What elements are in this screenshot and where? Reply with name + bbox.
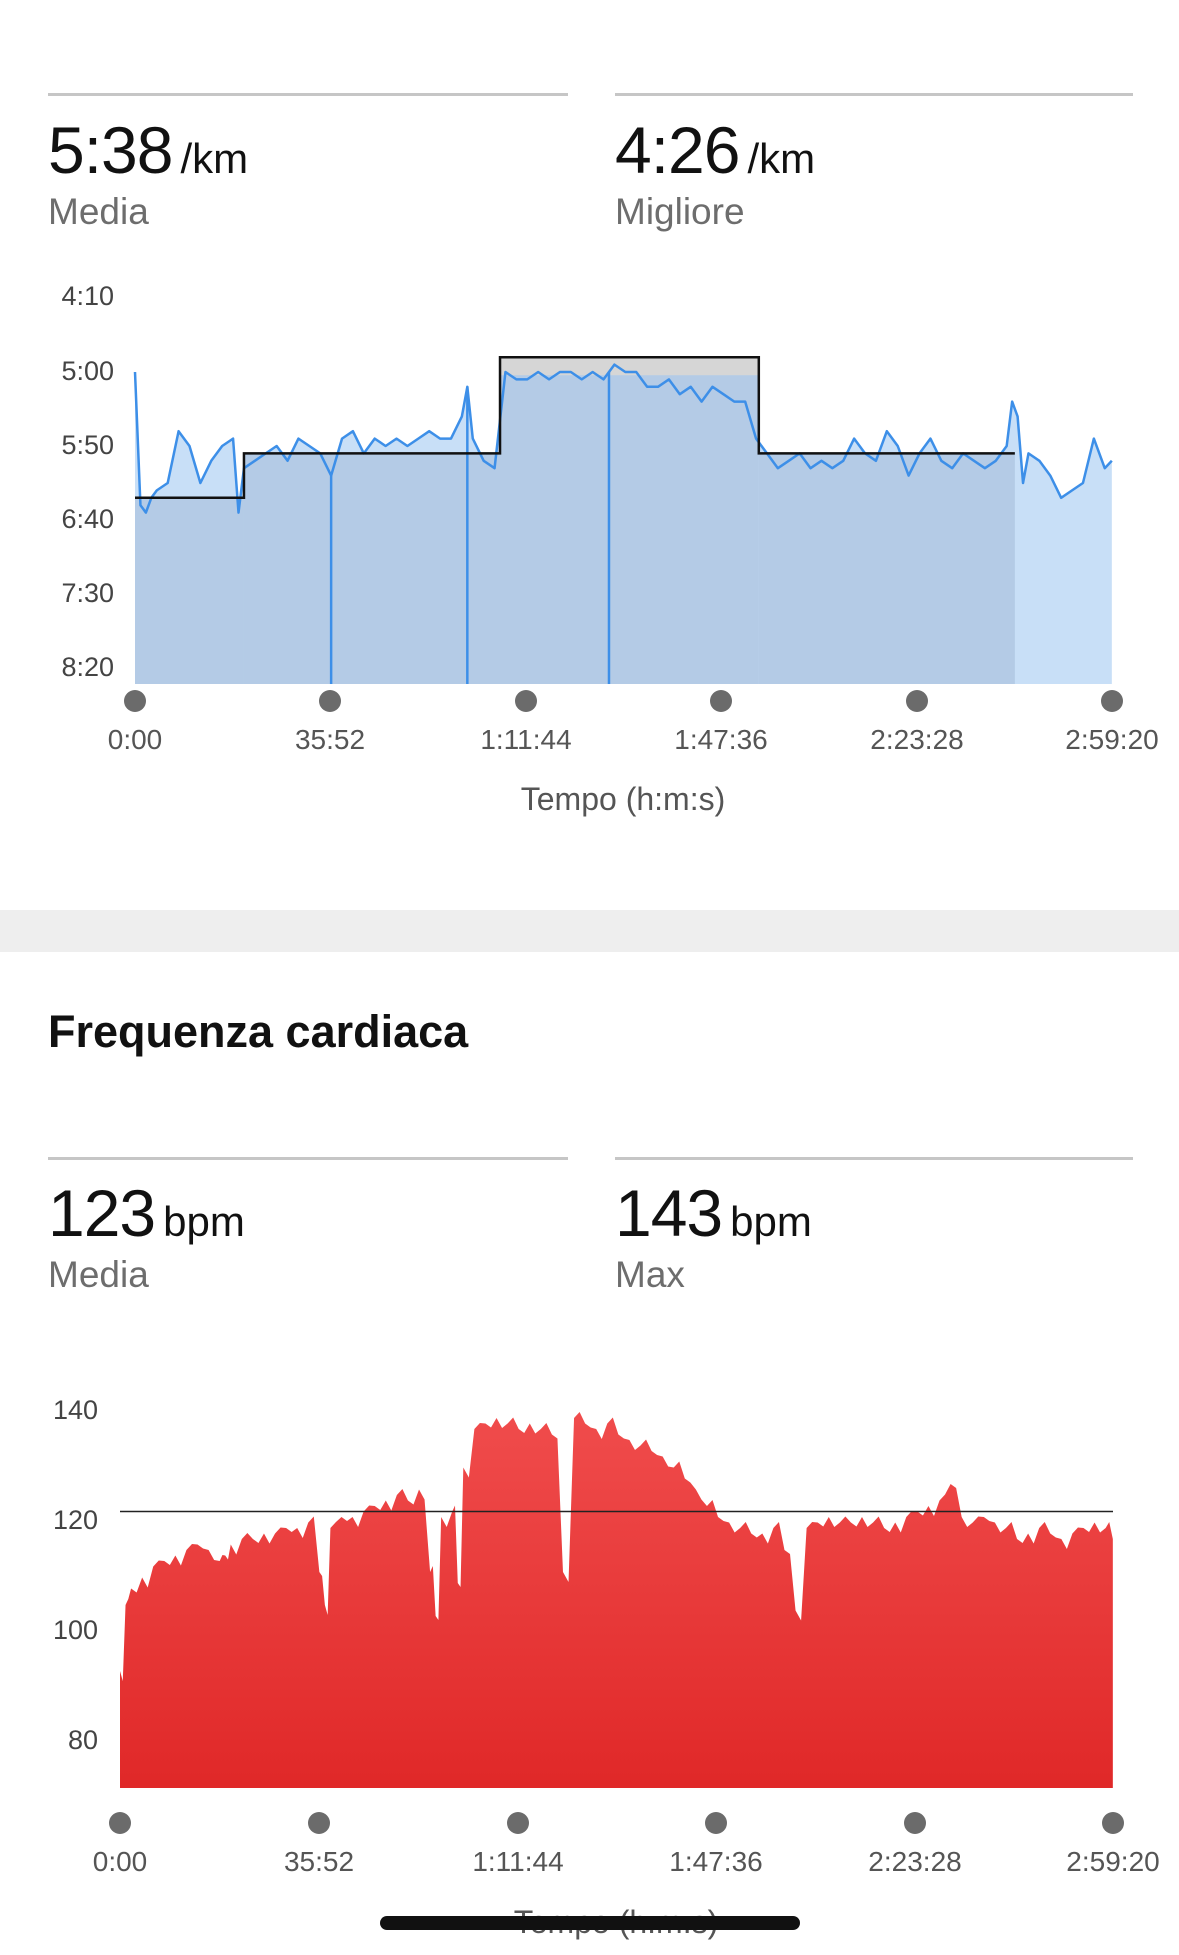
pace-xtick: 2:59:20 xyxy=(1065,724,1159,755)
pace-ytick: 6:40 xyxy=(61,504,114,534)
pace-avg-value: 5:38/km xyxy=(48,112,248,188)
hr-max-divider xyxy=(615,1157,1133,1160)
hr-max-unit: bpm xyxy=(730,1198,812,1245)
pace-lap-line xyxy=(135,355,1015,500)
hr-xtick-marker xyxy=(109,1812,131,1834)
pace-lap-best-highlight xyxy=(500,357,759,376)
pace-ytick: 5:50 xyxy=(61,430,114,460)
pace-xtick-marker xyxy=(906,690,928,712)
hr-xtick-marker xyxy=(507,1812,529,1834)
pace-ytick: 5:00 xyxy=(61,356,114,386)
hr-xtick: 2:59:20 xyxy=(1066,1846,1160,1877)
pace-lap-bar xyxy=(758,453,1015,684)
pace-chart[interactable] xyxy=(0,0,1179,720)
pace-ytick: 7:30 xyxy=(61,578,114,608)
pace-ytick: 4:10 xyxy=(61,281,114,311)
hr-xtick: 2:23:28 xyxy=(868,1846,962,1877)
pace-xtick-marker xyxy=(515,690,537,712)
heart-rate-chart[interactable] xyxy=(0,1300,1179,1820)
hr-ytick: 120 xyxy=(52,1505,98,1535)
hr-xtick-marker xyxy=(705,1812,727,1834)
hr-ytick: 100 xyxy=(52,1615,98,1645)
pace-xtick-marker xyxy=(710,690,732,712)
pace-avg-label: Media xyxy=(48,191,149,232)
home-indicator[interactable] xyxy=(380,1916,800,1930)
pace-best-divider xyxy=(615,93,1133,96)
pace-xtick-marker xyxy=(319,690,341,712)
hr-ytick: 80 xyxy=(67,1725,98,1755)
pace-xtick: 35:52 xyxy=(294,724,366,755)
hr-xtick-marker xyxy=(308,1812,330,1834)
section-divider xyxy=(0,910,1179,952)
pace-best-value: 4:26/km xyxy=(615,112,815,188)
pace-best-unit: /km xyxy=(747,135,816,182)
pace-avg-unit: /km xyxy=(180,135,249,182)
hr-xtick: 1:47:36 xyxy=(669,1846,763,1877)
pace-lap-bar xyxy=(500,357,759,684)
pace-xaxis-label: Tempo (h:m:s) xyxy=(520,781,726,817)
pace-lap-bar xyxy=(243,453,501,684)
hr-max-number: 143 xyxy=(615,1176,723,1250)
pace-xtick-marker xyxy=(1101,690,1123,712)
hr-max-value: 143 bpm xyxy=(615,1175,812,1251)
hr-xtick: 35:52 xyxy=(283,1846,355,1877)
hr-xtick-marker xyxy=(1102,1812,1124,1834)
heart-rate-title: Frequenza cardiaca xyxy=(48,1006,469,1057)
pace-best-label: Migliore xyxy=(615,191,745,232)
hr-avg-divider xyxy=(48,1157,568,1160)
pace-lap-bar xyxy=(135,497,244,684)
hr-xtick: 1:11:44 xyxy=(472,1846,564,1877)
pace-avg-divider xyxy=(48,93,568,96)
pace-xtick: 1:11:44 xyxy=(480,724,572,755)
pace-xtick: 1:47:36 xyxy=(674,724,768,755)
pace-ytick: 8:20 xyxy=(61,652,114,682)
hr-avg-unit: bpm xyxy=(163,1198,245,1245)
pace-avg-number: 5:38 xyxy=(48,113,173,187)
pace-xtick: 2:23:28 xyxy=(870,724,964,755)
pace-best-number: 4:26 xyxy=(615,113,740,187)
hr-xtick: 0:00 xyxy=(92,1846,148,1877)
pace-line xyxy=(133,363,1113,514)
hr-xtick-marker xyxy=(904,1812,926,1834)
hr-area xyxy=(120,1412,1113,1788)
hr-avg-number: 123 xyxy=(48,1176,156,1250)
pace-xtick-marker xyxy=(124,690,146,712)
pace-xtick: 0:00 xyxy=(107,724,163,755)
hr-ytick: 140 xyxy=(52,1395,98,1425)
hr-avg-value: 123 bpm xyxy=(48,1175,245,1251)
hr-max-label: Max xyxy=(615,1254,685,1295)
hr-avg-label: Media xyxy=(48,1254,149,1295)
